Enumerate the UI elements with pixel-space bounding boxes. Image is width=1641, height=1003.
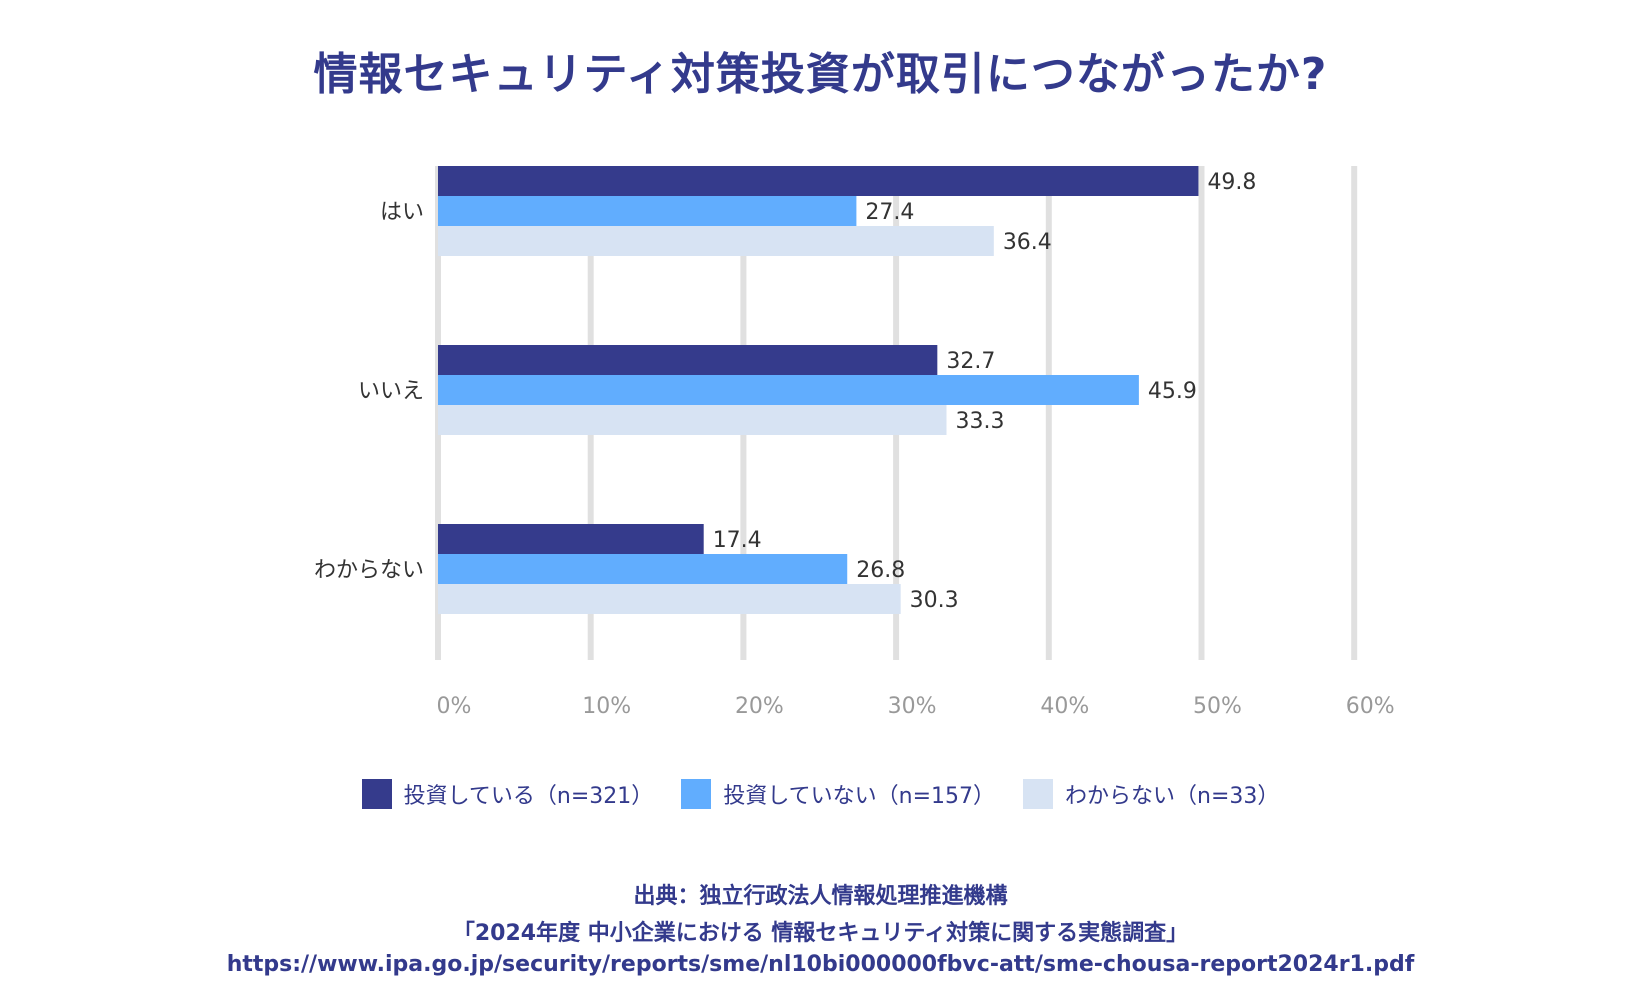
chart-title: 情報セキュリティ対策投資が取引につながったか? (313, 49, 1328, 100)
value-label: 27.4 (865, 200, 914, 225)
x-tick-label: 50% (1193, 694, 1242, 719)
x-tick-label: 40% (1040, 694, 1089, 719)
value-label: 49.8 (1207, 170, 1256, 195)
value-label: 36.4 (1003, 230, 1052, 255)
bars (438, 166, 1199, 614)
value-label: 32.7 (946, 349, 995, 374)
source-line-1: 出典：独立行政法人情報処理推進機構 (633, 884, 1008, 909)
bar (438, 524, 704, 554)
legend-label: 投資していない（n=157） (723, 784, 996, 809)
source-url[interactable]: https://www.ipa.go.jp/security/reports/s… (226, 952, 1415, 977)
bar (438, 196, 857, 226)
legend-label: 投資している（n=321） (403, 784, 654, 809)
x-tick-label: 0% (437, 694, 472, 719)
legend-item: 投資していない（n=157） (681, 778, 995, 810)
bar (438, 345, 938, 375)
legend-swatch (361, 779, 392, 809)
x-tick-label: 10% (582, 694, 631, 719)
legend: 投資している（n=321） 投資していない（n=157） わからない（n=33） (0, 778, 1641, 810)
category-label: わからない (314, 558, 424, 583)
x-tick-labels: 0% 10% 20% 30% 40% 50% 60% (437, 694, 1395, 719)
legend-item: わからない（n=33） (1023, 778, 1279, 810)
bar (438, 226, 994, 256)
bar (438, 375, 1139, 405)
value-labels: 49.8 27.4 36.4 32.7 45.9 33.3 17.4 26.830.3 (713, 170, 1257, 613)
legend-swatch (1023, 779, 1054, 809)
value-label: 17.4 (713, 528, 762, 553)
bar (438, 584, 901, 614)
value-label: 30.3 (910, 588, 959, 613)
category-label: いいえ (358, 379, 424, 404)
bar (438, 554, 848, 584)
category-label: はい (380, 200, 424, 225)
value-label: 26.8 (856, 558, 905, 583)
bar (438, 405, 947, 435)
x-tick-label: 20% (735, 694, 784, 719)
source-line-2: 「2024年度 中小企業における 情報セキュリティ対策に関する実態調査」 (452, 921, 1189, 946)
value-label: 33.3 (955, 409, 1004, 434)
legend-label: わからない（n=33） (1065, 784, 1280, 809)
x-tick-label: 60% (1346, 694, 1395, 719)
bar (438, 166, 1199, 196)
x-tick-label: 30% (888, 694, 937, 719)
value-label: 45.9 (1148, 379, 1197, 404)
legend-item: 投資している（n=321） (361, 778, 654, 810)
bar-chart: 49.8 27.4 36.4 32.7 45.9 33.3 17.4 26.830.3 はいい… (314, 166, 1395, 719)
legend-swatch (681, 779, 712, 809)
